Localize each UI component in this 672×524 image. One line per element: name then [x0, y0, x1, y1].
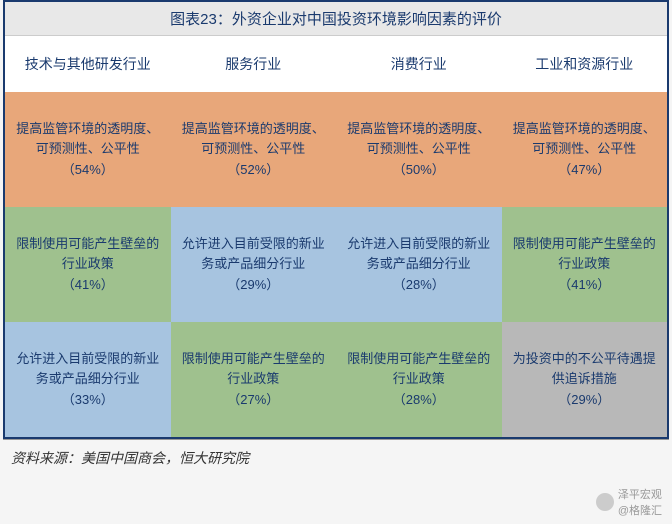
table-wrap: 技术与其他研发行业 服务行业 消费行业 工业和资源行业 提高监管环境的透明度、可…	[5, 36, 667, 437]
cell: 提高监管环境的透明度、可预测性、公平性（54%）	[5, 92, 171, 207]
col-header: 工业和资源行业	[502, 36, 668, 92]
cell-pct: （28%）	[342, 275, 496, 295]
cell: 限制使用可能产生壁垒的行业政策（28%）	[336, 322, 502, 437]
cell-pct: （50%）	[342, 160, 496, 180]
cell-pct: （27%）	[177, 390, 331, 410]
cell-text: 限制使用可能产生壁垒的行业政策	[177, 349, 331, 388]
col-header: 服务行业	[171, 36, 337, 92]
cell: 允许进入目前受限的新业务或产品细分行业（28%）	[336, 207, 502, 322]
source-line: 资料来源：美国中国商会，恒大研究院	[3, 439, 669, 472]
table-row: 限制使用可能产生壁垒的行业政策（41%） 允许进入目前受限的新业务或产品细分行业…	[5, 207, 667, 322]
col-header: 消费行业	[336, 36, 502, 92]
header-row: 技术与其他研发行业 服务行业 消费行业 工业和资源行业	[5, 36, 667, 92]
cell-text: 限制使用可能产生壁垒的行业政策	[11, 234, 165, 273]
cell-pct: （28%）	[342, 390, 496, 410]
data-table: 技术与其他研发行业 服务行业 消费行业 工业和资源行业 提高监管环境的透明度、可…	[5, 36, 667, 437]
cell-text: 为投资中的不公平待遇提供追诉措施	[508, 349, 662, 388]
col-header: 技术与其他研发行业	[5, 36, 171, 92]
watermark-line2: @格隆汇	[618, 505, 662, 517]
table-row: 允许进入目前受限的新业务或产品细分行业（33%） 限制使用可能产生壁垒的行业政策…	[5, 322, 667, 437]
table-row: 提高监管环境的透明度、可预测性、公平性（54%） 提高监管环境的透明度、可预测性…	[5, 92, 667, 207]
chart-container: 图表23：外资企业对中国投资环境影响因素的评价 技术与其他研发行业 服务行业 消…	[3, 0, 669, 439]
cell-text: 允许进入目前受限的新业务或产品细分行业	[342, 234, 496, 273]
cell: 提高监管环境的透明度、可预测性、公平性（50%）	[336, 92, 502, 207]
cell-pct: （41%）	[11, 275, 165, 295]
cell: 提高监管环境的透明度、可预测性、公平性（52%）	[171, 92, 337, 207]
cell-text: 提高监管环境的透明度、可预测性、公平性	[177, 119, 331, 158]
cell-text: 限制使用可能产生壁垒的行业政策	[508, 234, 662, 273]
table-body: 提高监管环境的透明度、可预测性、公平性（54%） 提高监管环境的透明度、可预测性…	[5, 92, 667, 437]
cell-pct: （47%）	[508, 160, 662, 180]
cell-pct: （54%）	[11, 160, 165, 180]
cell: 提高监管环境的透明度、可预测性、公平性（47%）	[502, 92, 668, 207]
cell: 限制使用可能产生壁垒的行业政策（41%）	[502, 207, 668, 322]
cell: 限制使用可能产生壁垒的行业政策（27%）	[171, 322, 337, 437]
cell-text: 允许进入目前受限的新业务或产品细分行业	[11, 349, 165, 388]
cell-text: 允许进入目前受限的新业务或产品细分行业	[177, 234, 331, 273]
chart-title: 图表23：外资企业对中国投资环境影响因素的评价	[5, 2, 667, 36]
cell-text: 限制使用可能产生壁垒的行业政策	[342, 349, 496, 388]
cell: 允许进入目前受限的新业务或产品细分行业（33%）	[5, 322, 171, 437]
watermark-text: 泽平宏观 @格隆汇	[618, 486, 662, 518]
cell-text: 提高监管环境的透明度、可预测性、公平性	[342, 119, 496, 158]
cell-text: 提高监管环境的透明度、可预测性、公平性	[11, 119, 165, 158]
cell-pct: （52%）	[177, 160, 331, 180]
cell: 限制使用可能产生壁垒的行业政策（41%）	[5, 207, 171, 322]
cell-text: 提高监管环境的透明度、可预测性、公平性	[508, 119, 662, 158]
cell-pct: （29%）	[177, 275, 331, 295]
cell: 为投资中的不公平待遇提供追诉措施（29%）	[502, 322, 668, 437]
cell-pct: （41%）	[508, 275, 662, 295]
watermark-line1: 泽平宏观	[618, 489, 662, 501]
wechat-icon	[596, 493, 614, 511]
cell: 允许进入目前受限的新业务或产品细分行业（29%）	[171, 207, 337, 322]
cell-pct: （33%）	[11, 390, 165, 410]
watermark: 泽平宏观 @格隆汇	[596, 486, 662, 518]
cell-pct: （29%）	[508, 390, 662, 410]
